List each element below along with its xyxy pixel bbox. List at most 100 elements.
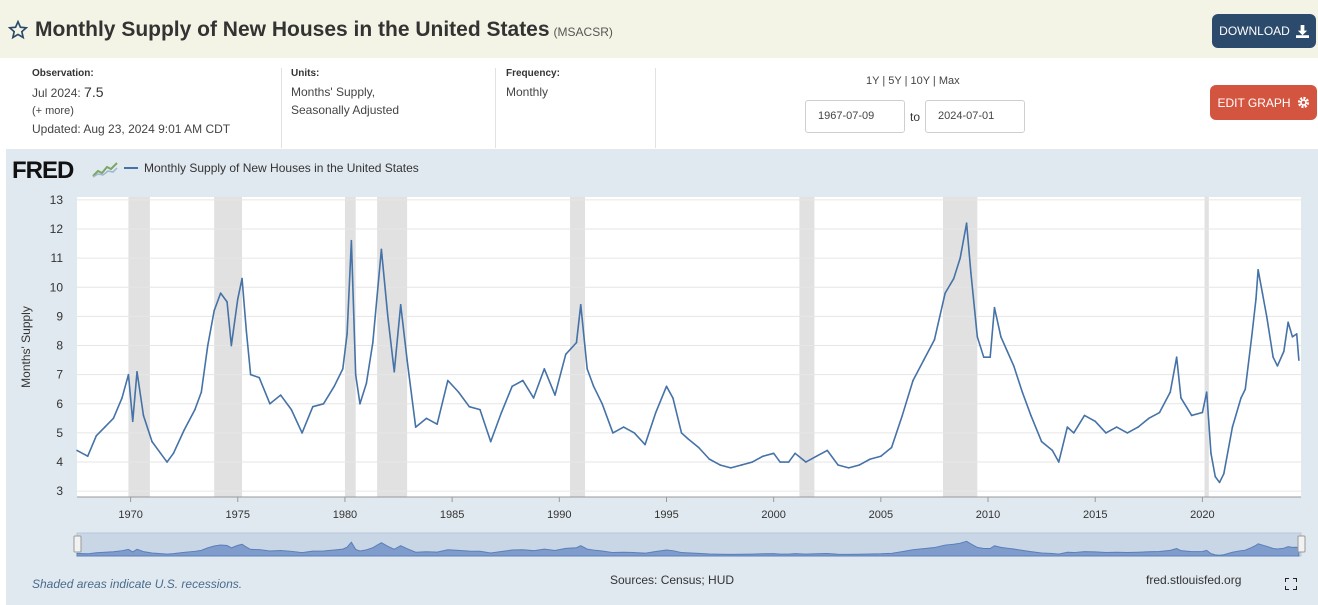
data-point — [136, 370, 138, 373]
data-point — [350, 239, 353, 242]
data-point — [1012, 365, 1015, 367]
data-point — [672, 397, 674, 399]
star-icon[interactable] — [8, 20, 28, 40]
y-tick-label: 6 — [56, 397, 63, 411]
data-point — [579, 303, 582, 306]
data-point — [869, 458, 871, 460]
legend-swatch — [124, 167, 138, 169]
data-point — [912, 379, 914, 382]
data-point — [226, 301, 228, 303]
data-point — [393, 370, 396, 373]
y-tick-label: 12 — [50, 222, 64, 236]
data-point — [1265, 315, 1268, 318]
observation-date: Jul 2024: — [32, 86, 81, 100]
recession-band — [570, 197, 586, 497]
data-point — [633, 432, 636, 434]
observation-value: 7.5 — [84, 84, 104, 100]
edit-graph-label: EDIT GRAPH — [1217, 95, 1291, 110]
data-point — [166, 461, 168, 463]
data-point — [399, 303, 402, 306]
data-point — [104, 426, 106, 428]
data-point — [1218, 481, 1221, 484]
range-1y[interactable]: 1Y — [866, 75, 880, 87]
data-point — [1083, 414, 1086, 417]
data-point — [479, 408, 481, 411]
recession-band — [1204, 197, 1209, 497]
data-point — [131, 420, 134, 423]
y-tick-label: 5 — [56, 426, 63, 440]
data-point — [112, 417, 115, 420]
data-point — [1040, 440, 1043, 443]
data-point — [543, 368, 546, 370]
download-icon — [1295, 24, 1309, 38]
data-point — [575, 341, 578, 344]
data-point — [436, 423, 438, 425]
data-point — [794, 452, 796, 455]
data-point — [425, 417, 428, 420]
data-point — [172, 452, 175, 455]
observation-label: Observation: — [32, 68, 94, 79]
site-link[interactable]: fred.stlouisfed.org — [1146, 573, 1242, 587]
data-point — [1298, 359, 1300, 361]
data-point — [1148, 417, 1150, 420]
data-point — [989, 356, 991, 358]
data-point — [697, 446, 700, 449]
data-point — [952, 277, 955, 280]
gear-icon — [1297, 96, 1309, 109]
updated-text: Updated: Aug 23, 2024 9:01 AM CDT — [32, 122, 231, 136]
data-point — [837, 464, 839, 466]
data-point — [976, 336, 979, 338]
data-point — [1276, 365, 1279, 367]
data-point — [993, 306, 996, 309]
end-date-input[interactable]: 2024-07-01 — [925, 100, 1025, 133]
data-point — [447, 379, 449, 382]
range-10y[interactable]: 10Y — [910, 75, 930, 87]
data-point — [414, 426, 417, 428]
more-link[interactable]: (+ more) — [32, 105, 74, 117]
series-title: Monthly Supply of New Houses in the Unit… — [35, 18, 550, 41]
y-axis-label: Months' Supply — [19, 306, 33, 388]
frequency-value[interactable]: Monthly — [506, 85, 549, 99]
recession-band — [344, 197, 356, 497]
data-point — [1295, 333, 1298, 335]
fullscreen-icon[interactable] — [1285, 578, 1297, 590]
data-point — [1158, 411, 1161, 414]
legend-series-name: Monthly Supply of New Houses in the Unit… — [144, 161, 419, 175]
data-point — [279, 394, 282, 396]
data-point — [489, 440, 492, 443]
download-button[interactable]: DOWNLOAD — [1212, 14, 1316, 48]
data-point — [380, 248, 383, 251]
x-tick-label: 1985 — [440, 509, 464, 521]
range-max[interactable]: Max — [938, 75, 960, 87]
navigator-handle[interactable] — [73, 535, 82, 553]
x-tick-label: 1980 — [333, 509, 357, 521]
data-point — [592, 385, 595, 388]
data-point — [1006, 350, 1009, 353]
edit-graph-button[interactable]: EDIT GRAPH — [1210, 85, 1317, 120]
data-point — [826, 449, 829, 452]
data-point — [762, 455, 764, 458]
to-label: to — [910, 110, 921, 124]
divider — [655, 68, 656, 148]
units-block: Units: Months' Supply, Seasonally Adjust… — [291, 68, 399, 119]
frequency-label: Frequency: — [506, 68, 560, 79]
start-date-input[interactable]: 1967-07-09 — [805, 100, 905, 133]
x-tick-label: 2020 — [1190, 509, 1214, 521]
data-point — [965, 222, 968, 225]
data-point — [959, 257, 961, 259]
fred-logo[interactable]: FRED — [12, 157, 74, 184]
data-point — [779, 461, 781, 463]
data-point — [290, 408, 293, 411]
range-5y[interactable]: 5Y — [888, 75, 902, 87]
data-point — [522, 379, 524, 382]
navigator-handle[interactable] — [1297, 535, 1306, 553]
data-point — [858, 464, 861, 466]
data-point — [1137, 426, 1139, 428]
data-point — [230, 344, 233, 347]
data-point — [564, 353, 567, 356]
data-point — [601, 402, 603, 405]
data-point — [213, 309, 215, 312]
x-tick-label: 1995 — [654, 509, 678, 521]
units-line1: Months' Supply, — [291, 85, 376, 99]
